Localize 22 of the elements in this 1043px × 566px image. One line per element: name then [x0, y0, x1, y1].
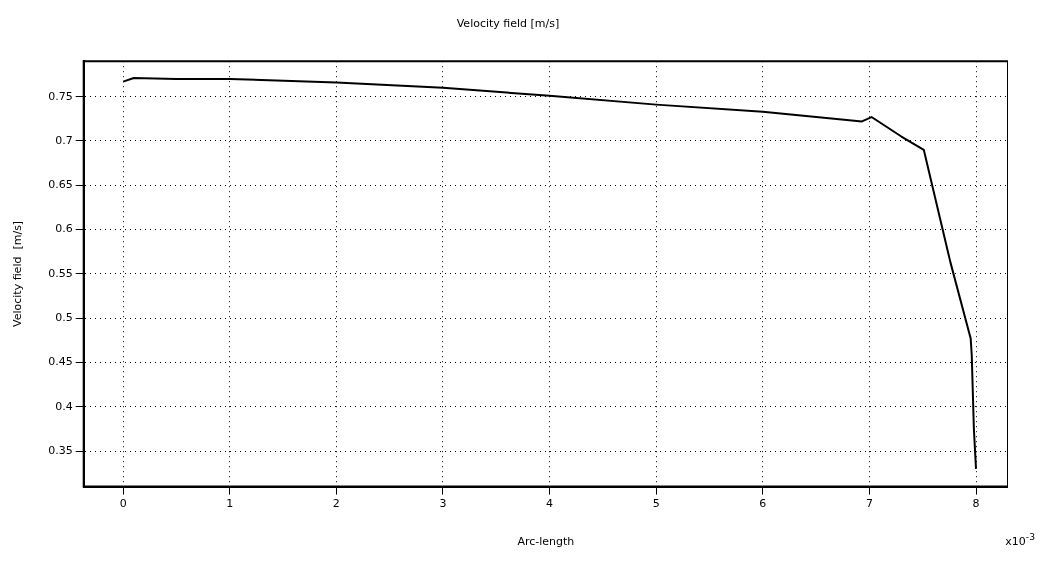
x-tick-label: 7	[865, 497, 873, 511]
x-axis-title: Arc-length	[517, 535, 575, 549]
y-tick-label: 0.5	[55, 311, 73, 325]
x-tick-label: 0	[119, 497, 127, 511]
y-tick-label: 0.55	[48, 266, 73, 280]
x-tick-label: 4	[546, 497, 554, 511]
y-tick-label: 0.75	[48, 89, 73, 103]
text: x10$^{-3}$	[1005, 531, 1035, 548]
y-tick-label: 0.45	[48, 355, 73, 369]
x-tick-label: 6	[759, 497, 767, 511]
x-tick-label: 2	[332, 497, 340, 511]
y-tick-label: 0.65	[48, 178, 73, 192]
x-tick-label: 1	[226, 497, 234, 511]
y-tick-label: 0.6	[55, 222, 73, 236]
y-tick-label: 0.4	[55, 399, 73, 413]
x-tick-label: 3	[439, 497, 447, 511]
y-tick-label: 0.7	[55, 133, 73, 147]
y-axis-title: Velocity field [m/s]	[11, 220, 25, 327]
y-tick-label: 0.35	[48, 444, 73, 458]
chart-title: Velocity field [m/s]	[456, 17, 560, 31]
x-tick-label: 5	[652, 497, 660, 511]
x-tick-label: 8	[972, 497, 980, 511]
